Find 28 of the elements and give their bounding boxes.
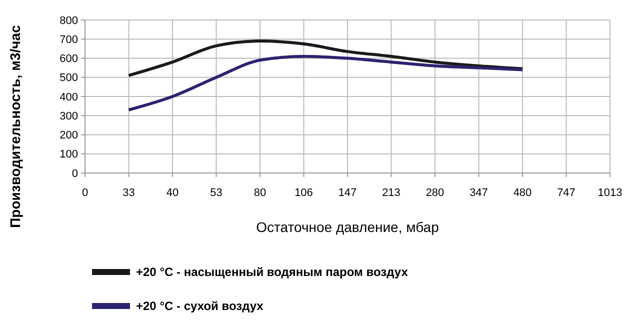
y-tick-label: 200 (60, 130, 78, 142)
x-tick-label: 747 (557, 187, 576, 199)
x-tick-label: 347 (470, 187, 488, 199)
y-axis-title: Производительность, м3/час (7, 24, 23, 228)
x-tick-label: 213 (382, 187, 400, 199)
legend-label: +20 °C - сухой воздух (136, 299, 264, 314)
x-tick-label: 0 (82, 187, 88, 199)
y-tick-label: 700 (60, 34, 78, 46)
legend-label: +20 °C - насыщенный водяным паром воздух (136, 265, 408, 280)
y-tick-label: 300 (60, 110, 78, 122)
x-tick-label: 40 (166, 187, 179, 199)
x-tick-label: 280 (426, 187, 444, 199)
x-tick-label: 480 (513, 187, 532, 199)
y-tick-label: 0 (72, 168, 78, 180)
x-axis-title: Остаточное давление, мбар (256, 219, 440, 235)
x-tick-label: 1013 (598, 187, 622, 199)
y-tick-label: 600 (60, 53, 78, 66)
y-tick-label: 800 (60, 14, 78, 27)
line-series (127, 40, 524, 77)
y-tick-label: 100 (60, 148, 78, 161)
y-tick-label: 500 (60, 72, 78, 84)
x-tick-label: 147 (338, 187, 357, 199)
y-tick-label: 400 (60, 91, 78, 104)
x-tick-label: 53 (210, 187, 222, 199)
x-tick-label: 33 (122, 187, 135, 199)
line-series (127, 54, 524, 112)
x-tick-label: 80 (254, 187, 266, 199)
x-tick-label: 106 (294, 187, 313, 199)
